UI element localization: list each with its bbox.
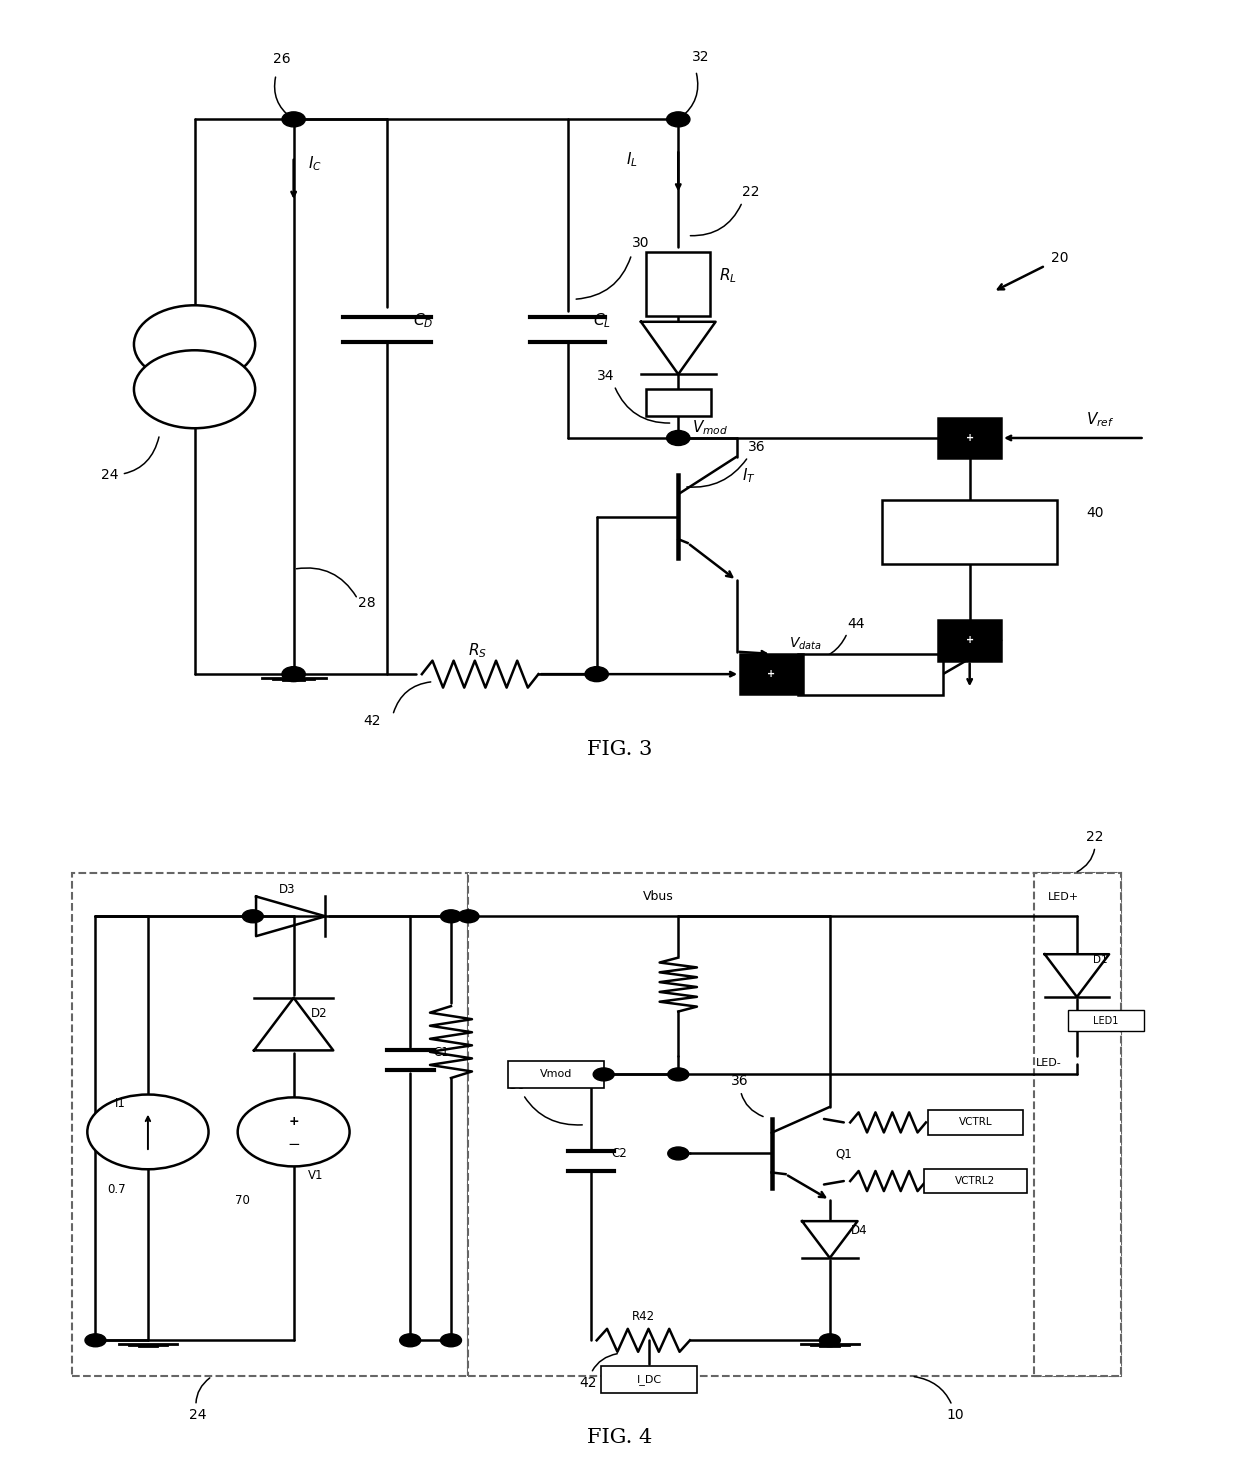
Circle shape (134, 350, 255, 428)
Circle shape (87, 1095, 208, 1169)
Circle shape (399, 1333, 420, 1347)
Text: I_DC: I_DC (636, 1374, 662, 1385)
Text: −: − (288, 1138, 300, 1152)
Text: +: + (966, 434, 973, 442)
Bar (72, 873, 469, 1376)
Bar (939, 620, 1001, 660)
Text: $V_{data}$: $V_{data}$ (789, 637, 822, 653)
Text: 32: 32 (692, 50, 709, 63)
Text: V1: V1 (308, 1169, 324, 1182)
Text: Q1: Q1 (836, 1147, 852, 1160)
Text: D2: D2 (311, 1007, 327, 1020)
Text: +: + (768, 669, 775, 679)
Circle shape (668, 1067, 688, 1080)
Text: $V_{mod}$: $V_{mod}$ (692, 417, 728, 437)
Text: FIG. 4: FIG. 4 (588, 1427, 652, 1446)
Text: $C_D$: $C_D$ (413, 312, 433, 331)
Circle shape (820, 1333, 841, 1347)
Text: 40: 40 (1086, 506, 1104, 520)
Text: 42: 42 (579, 1354, 618, 1391)
Text: $I_C$: $I_C$ (308, 154, 321, 173)
Text: 24: 24 (102, 437, 159, 482)
Circle shape (281, 112, 305, 126)
Text: Vbus: Vbus (644, 891, 675, 904)
Bar (646, 253, 711, 316)
Text: VCTRL: VCTRL (959, 1117, 992, 1127)
Bar (1068, 1010, 1145, 1032)
Bar (601, 1366, 697, 1394)
Text: Vmod: Vmod (539, 1069, 572, 1079)
Text: 42: 42 (363, 714, 381, 728)
Text: +: + (289, 1116, 299, 1129)
Circle shape (593, 1067, 614, 1080)
Bar (740, 654, 804, 694)
Text: VCTRL2: VCTRL2 (955, 1176, 996, 1186)
Text: C2: C2 (611, 1147, 627, 1160)
Polygon shape (641, 322, 715, 375)
Text: D1: D1 (1094, 956, 1107, 964)
Text: 26: 26 (273, 51, 290, 66)
Text: 0.7: 0.7 (107, 1183, 125, 1197)
Text: 70: 70 (236, 1194, 250, 1207)
Bar (646, 390, 711, 416)
Text: 30: 30 (631, 235, 650, 250)
Text: D3: D3 (279, 883, 295, 897)
Text: 22: 22 (743, 185, 760, 198)
Text: 34: 34 (596, 369, 614, 382)
Circle shape (440, 1333, 461, 1347)
Circle shape (134, 306, 255, 384)
Bar (469, 873, 1121, 1376)
Circle shape (440, 910, 461, 923)
Bar (797, 654, 944, 695)
Circle shape (458, 910, 479, 923)
Text: $R_S$: $R_S$ (469, 641, 487, 660)
Text: $V_{ref}$: $V_{ref}$ (1086, 410, 1115, 429)
Circle shape (281, 667, 305, 682)
Text: 22: 22 (1078, 831, 1104, 872)
Text: $I_L$: $I_L$ (626, 150, 637, 169)
Text: FIG. 3: FIG. 3 (588, 739, 652, 759)
Text: LED-: LED- (1037, 1058, 1061, 1067)
Text: R42: R42 (631, 1310, 655, 1323)
Text: 24: 24 (188, 1377, 210, 1423)
Text: LED1: LED1 (1094, 1016, 1118, 1026)
Circle shape (585, 667, 609, 682)
Circle shape (238, 1098, 350, 1166)
Bar (508, 1061, 604, 1088)
Text: $R_L$: $R_L$ (719, 266, 737, 285)
Text: C1: C1 (434, 1047, 449, 1060)
Circle shape (668, 1147, 688, 1160)
Text: 44: 44 (847, 616, 864, 631)
Text: 28: 28 (358, 595, 376, 610)
Circle shape (667, 431, 689, 445)
Bar (939, 417, 1001, 459)
Bar (928, 1110, 1023, 1135)
Text: I1: I1 (115, 1097, 126, 1110)
Text: +: + (966, 635, 973, 645)
Bar (883, 500, 1058, 563)
Bar (924, 1169, 1027, 1194)
Text: 10: 10 (914, 1376, 963, 1423)
Bar (1034, 873, 1121, 1376)
Circle shape (242, 910, 263, 923)
Text: $C_L$: $C_L$ (593, 312, 611, 331)
Text: 20: 20 (1052, 251, 1069, 265)
Circle shape (86, 1333, 105, 1347)
Text: 30: 30 (510, 1078, 583, 1125)
Text: D4: D4 (851, 1225, 868, 1236)
Text: $I_T$: $I_T$ (743, 466, 756, 485)
Text: LED+: LED+ (1048, 892, 1079, 903)
Text: 36: 36 (748, 440, 766, 454)
Circle shape (667, 112, 689, 126)
Text: 36: 36 (730, 1075, 763, 1117)
